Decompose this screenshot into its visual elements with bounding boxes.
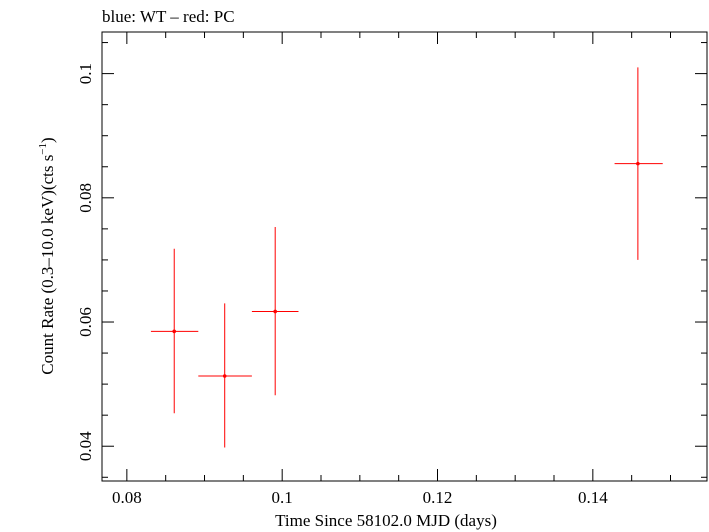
data-points [150,67,663,448]
data-point [614,67,663,260]
x-tick-label: 0.12 [423,488,453,507]
y-tick-label: 0.06 [76,307,95,337]
y-axis-label-close: ) [38,137,57,143]
chart-title: blue: WT – red: PC [102,7,235,26]
y-axis-label: Count Rate (0.3–10.0 keV)(cts s−1) [37,137,57,374]
x-tick-labels: 0.08 0.1 0.12 0.14 [112,488,608,507]
y-tick-label: 0.08 [76,183,95,213]
x-tick-label: 0.14 [578,488,608,507]
y-axis-label-superscript: −1 [37,143,49,155]
plot-frame [101,31,708,482]
x-axis-label: Time Since 58102.0 MJD (days) [275,511,497,530]
axis-ticks [102,32,707,481]
data-marker [636,161,640,166]
data-marker [273,309,277,314]
y-tick-labels: 0.04 0.06 0.08 0.1 [76,63,95,461]
data-marker [172,329,177,334]
y-tick-label: 0.1 [76,63,95,84]
data-point [150,248,199,414]
data-marker [222,374,227,378]
x-tick-label: 0.08 [112,488,142,507]
data-point [198,303,252,448]
y-axis-label-main: Count Rate (0.3–10.0 keV)(cts s [38,155,57,375]
y-tick-label: 0.04 [76,431,95,461]
data-point [251,227,299,396]
x-tick-label: 0.1 [272,488,293,507]
